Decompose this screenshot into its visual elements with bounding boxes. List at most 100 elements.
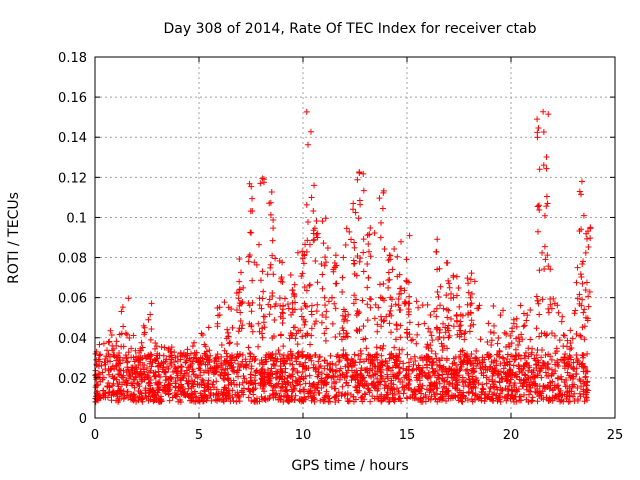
data-point — [563, 395, 570, 402]
data-point — [562, 351, 569, 358]
data-point — [140, 368, 147, 375]
data-point — [298, 352, 305, 359]
data-point — [133, 353, 140, 360]
data-point — [414, 331, 421, 338]
data-point — [107, 366, 114, 373]
data-point — [379, 358, 386, 365]
data-point — [110, 375, 117, 382]
data-point — [210, 391, 217, 398]
data-point — [423, 374, 430, 381]
data-point — [358, 372, 365, 379]
data-point — [447, 295, 454, 302]
data-point — [237, 318, 244, 325]
data-point — [393, 321, 400, 328]
data-point — [510, 316, 517, 323]
data-point — [288, 311, 295, 318]
data-point — [395, 370, 402, 377]
data-point — [301, 386, 308, 393]
data-point — [288, 350, 295, 357]
data-point — [267, 352, 274, 359]
data-point — [539, 388, 546, 395]
data-point — [267, 261, 274, 268]
data-point — [558, 373, 565, 380]
data-point — [249, 328, 256, 335]
data-point — [425, 356, 432, 363]
data-point — [353, 272, 360, 279]
data-point — [304, 141, 311, 148]
data-point — [450, 392, 457, 399]
data-point — [165, 347, 172, 354]
data-point — [141, 371, 148, 378]
data-point — [269, 292, 276, 299]
data-point — [545, 351, 552, 358]
data-point — [579, 360, 586, 367]
data-point — [339, 353, 346, 360]
data-point — [403, 367, 410, 374]
data-point — [411, 353, 418, 360]
data-point — [521, 355, 528, 362]
data-point — [544, 364, 551, 371]
data-point — [175, 398, 182, 405]
data-point — [147, 358, 154, 365]
data-point — [194, 374, 201, 381]
data-point — [584, 368, 591, 375]
data-point — [214, 351, 221, 358]
data-point — [584, 387, 591, 394]
data-point — [427, 328, 434, 335]
data-point — [584, 397, 591, 404]
data-point — [292, 335, 299, 342]
data-point — [461, 336, 468, 343]
data-point — [116, 366, 123, 373]
data-point — [198, 330, 205, 337]
data-point — [484, 339, 491, 346]
data-point — [540, 108, 547, 115]
data-point — [377, 344, 384, 351]
data-point — [535, 359, 542, 366]
data-point — [529, 345, 536, 352]
data-point — [371, 353, 378, 360]
data-point — [476, 302, 483, 309]
data-point — [357, 394, 364, 401]
data-point — [464, 275, 471, 282]
data-point — [221, 384, 228, 391]
data-point — [236, 302, 243, 309]
data-point — [386, 351, 393, 358]
data-point — [279, 259, 286, 266]
data-point — [512, 352, 519, 359]
data-point — [204, 385, 211, 392]
data-point — [175, 364, 182, 371]
data-point — [280, 302, 287, 309]
data-point — [275, 396, 282, 403]
data-point — [543, 193, 550, 200]
data-point — [503, 330, 510, 337]
data-point — [385, 284, 392, 291]
data-point — [418, 385, 425, 392]
data-point — [583, 230, 590, 237]
data-point — [572, 307, 579, 314]
data-point — [313, 231, 320, 238]
data-point — [383, 382, 390, 389]
data-point — [522, 349, 529, 356]
data-point — [114, 380, 121, 387]
x-axis-ticks: 0 5 10 15 20 25 — [91, 57, 623, 443]
data-point — [576, 228, 583, 235]
data-point — [298, 398, 305, 405]
data-point — [579, 296, 586, 303]
data-point — [348, 377, 355, 384]
data-point — [441, 377, 448, 384]
data-point — [409, 394, 416, 401]
data-point — [126, 335, 133, 342]
data-point — [147, 353, 154, 360]
data-point — [478, 397, 485, 404]
data-point — [221, 299, 228, 306]
data-point — [567, 354, 574, 361]
data-point — [287, 382, 294, 389]
data-point — [506, 383, 513, 390]
data-point — [372, 371, 379, 378]
data-point — [189, 358, 196, 365]
data-point — [392, 363, 399, 370]
data-point — [499, 386, 506, 393]
data-point — [431, 391, 438, 398]
data-point — [544, 200, 551, 207]
